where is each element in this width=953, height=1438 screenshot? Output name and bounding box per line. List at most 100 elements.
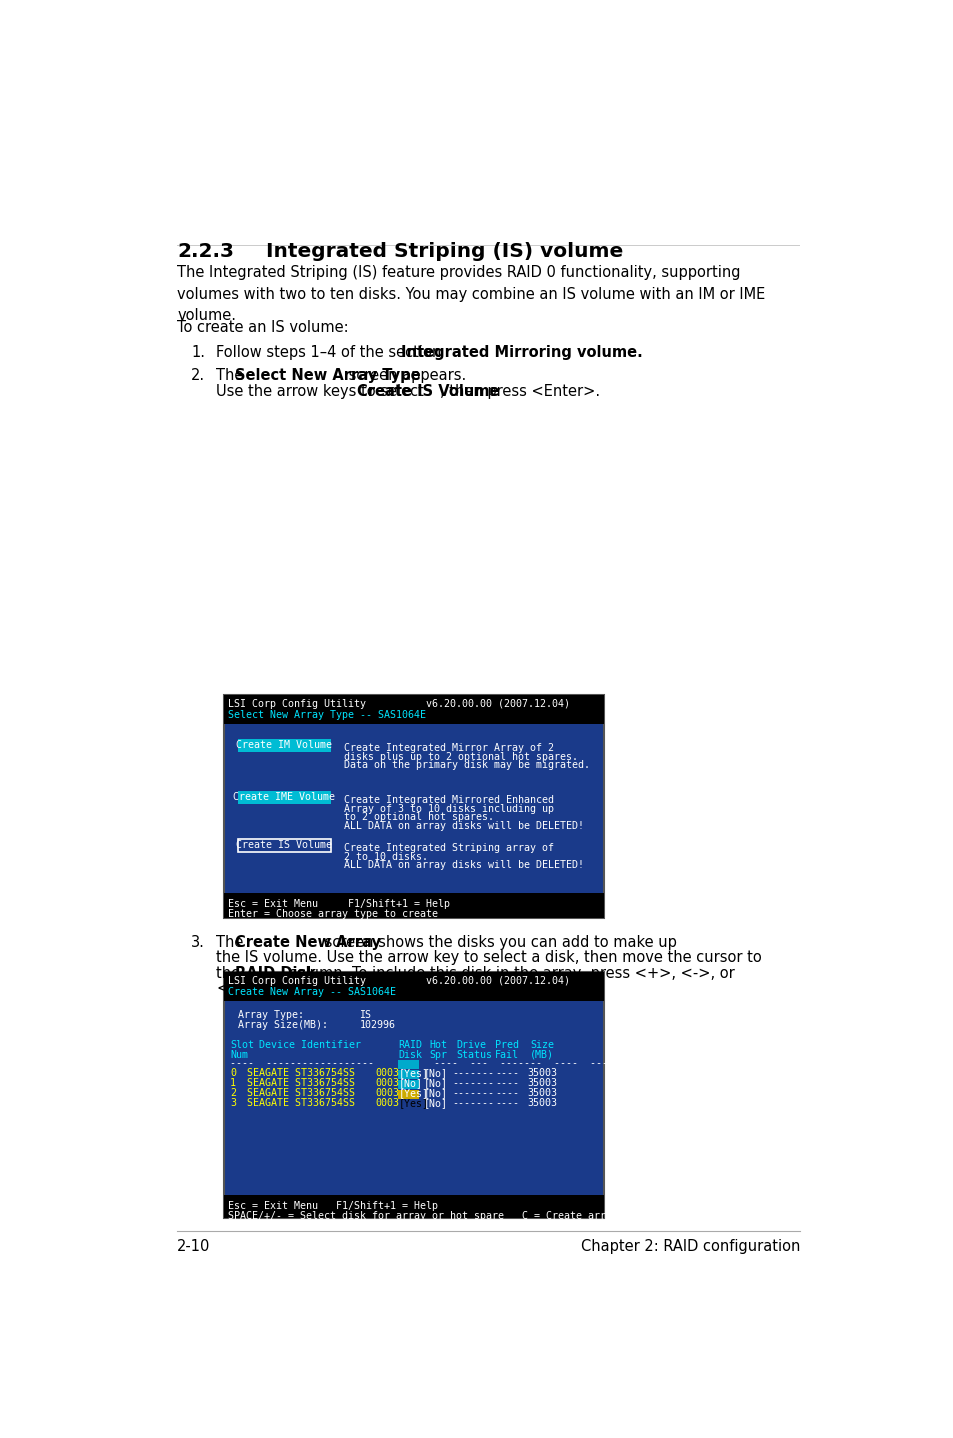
Text: SEAGATE ST336754SS: SEAGATE ST336754SS xyxy=(247,1089,355,1099)
Text: ----: ---- xyxy=(495,1099,518,1109)
Bar xyxy=(237,739,331,752)
Text: to 2 optional hot spares.: to 2 optional hot spares. xyxy=(344,812,494,823)
Text: 0003: 0003 xyxy=(375,1099,398,1109)
Text: [No]: [No] xyxy=(423,1089,447,1099)
Text: ----: ---- xyxy=(495,1089,518,1099)
Text: 3.: 3. xyxy=(192,935,205,951)
Text: LSI Corp Config Utility          v6.20.00.00 (2007.12.04): LSI Corp Config Utility v6.20.00.00 (200… xyxy=(228,699,569,709)
Text: 2 to 10 disks.: 2 to 10 disks. xyxy=(344,851,428,861)
Text: SEAGATE ST336754SS: SEAGATE ST336754SS xyxy=(247,1078,355,1089)
Text: Create IME Volume: Create IME Volume xyxy=(233,792,335,802)
Text: 35003: 35003 xyxy=(527,1099,557,1109)
Text: [Yes]: [Yes] xyxy=(398,1099,429,1109)
Text: the: the xyxy=(216,966,245,981)
Text: 2.: 2. xyxy=(192,368,205,383)
Text: ----: ---- xyxy=(495,1078,518,1089)
Text: Status: Status xyxy=(456,1050,492,1060)
Text: 35003: 35003 xyxy=(527,1068,557,1078)
Text: column. To include this disk in the array, press <+>, <->, or: column. To include this disk in the arra… xyxy=(283,966,734,981)
Text: SEAGATE ST336754SS: SEAGATE ST336754SS xyxy=(247,1099,355,1109)
Bar xyxy=(397,1090,418,1099)
Text: Esc = Exit Menu     F1/Shift+1 = Help: Esc = Exit Menu F1/Shift+1 = Help xyxy=(228,899,449,909)
Text: (MB): (MB) xyxy=(530,1050,554,1060)
Text: ----: ---- xyxy=(495,1068,518,1078)
Text: Select New Array Type -- SAS1064E: Select New Array Type -- SAS1064E xyxy=(228,710,425,720)
Text: Integrated Mirroring volume.: Integrated Mirroring volume. xyxy=(400,345,641,360)
Text: screen appears.: screen appears. xyxy=(344,368,466,383)
Text: Fail: Fail xyxy=(495,1050,518,1060)
Text: [No]: [No] xyxy=(423,1099,447,1109)
Text: Array of 3 to 10 disks including up: Array of 3 to 10 disks including up xyxy=(344,804,554,814)
Text: 1.: 1. xyxy=(192,345,205,360)
Text: SPACE/+/- = Select disk for array or hot spare   C = Create array: SPACE/+/- = Select disk for array or hot… xyxy=(228,1211,618,1221)
Text: Size: Size xyxy=(530,1040,554,1050)
Bar xyxy=(397,1070,418,1078)
Bar xyxy=(237,791,331,804)
Text: Create IM Volume: Create IM Volume xyxy=(236,739,332,749)
Text: Select New Array Type: Select New Array Type xyxy=(235,368,420,383)
Text: ALL DATA on array disks will be DELETED!: ALL DATA on array disks will be DELETED! xyxy=(344,860,583,870)
Bar xyxy=(224,893,603,917)
Text: , then press <Enter>.: , then press <Enter>. xyxy=(439,384,599,398)
Text: Hot: Hot xyxy=(429,1040,447,1050)
Text: ALL DATA on array disks will be DELETED!: ALL DATA on array disks will be DELETED! xyxy=(344,821,583,831)
Text: 35003: 35003 xyxy=(527,1089,557,1099)
Text: Create IS Volume: Create IS Volume xyxy=(356,384,499,398)
Text: -------: ------- xyxy=(452,1099,494,1109)
Text: [No]: [No] xyxy=(423,1078,447,1089)
Text: 35003: 35003 xyxy=(527,1078,557,1089)
Text: SEAGATE ST336754SS: SEAGATE ST336754SS xyxy=(247,1068,355,1078)
Text: -------: ------- xyxy=(452,1078,494,1089)
Bar xyxy=(237,838,331,851)
Text: RAID Disk: RAID Disk xyxy=(235,966,316,981)
Text: Device Identifier: Device Identifier xyxy=(258,1040,360,1050)
Bar xyxy=(397,1060,418,1068)
Text: the IS volume. Use the arrow key to select a disk, then move the cursor to: the IS volume. Use the arrow key to sele… xyxy=(216,951,761,965)
Bar xyxy=(224,695,603,917)
Text: Follow steps 1–4 of the section: Follow steps 1–4 of the section xyxy=(216,345,446,360)
Text: [No]: [No] xyxy=(398,1078,422,1089)
Text: [Yes]: [Yes] xyxy=(398,1068,429,1078)
Text: 2.2.3: 2.2.3 xyxy=(177,242,234,260)
Text: Create New Array -- SAS1064E: Create New Array -- SAS1064E xyxy=(228,988,395,997)
Text: 0003: 0003 xyxy=(375,1089,398,1099)
Bar xyxy=(224,972,603,1001)
Text: Chapter 2: RAID configuration: Chapter 2: RAID configuration xyxy=(580,1240,800,1254)
Text: [No]: [No] xyxy=(423,1068,447,1078)
Text: IS: IS xyxy=(359,1011,371,1021)
Text: 0003: 0003 xyxy=(375,1078,398,1089)
Text: 102996: 102996 xyxy=(359,1021,395,1031)
Text: The: The xyxy=(216,935,248,951)
Text: Array Type:: Array Type: xyxy=(237,1011,303,1021)
Text: Pred: Pred xyxy=(495,1040,518,1050)
Text: Spr: Spr xyxy=(429,1050,447,1060)
Text: Create IS Volume: Create IS Volume xyxy=(236,840,332,850)
Bar xyxy=(224,695,603,723)
Text: -------: ------- xyxy=(452,1068,494,1078)
Text: The: The xyxy=(216,368,248,383)
Text: LSI Corp Config Utility          v6.20.00.00 (2007.12.04): LSI Corp Config Utility v6.20.00.00 (200… xyxy=(228,976,569,986)
Text: Use the arrow keys to select: Use the arrow keys to select xyxy=(216,384,428,398)
Text: 2-10: 2-10 xyxy=(177,1240,211,1254)
Text: Num: Num xyxy=(230,1050,248,1060)
Text: Array Size(MB):: Array Size(MB): xyxy=(237,1021,328,1031)
Text: Create Integrated Mirror Array of 2: Create Integrated Mirror Array of 2 xyxy=(344,743,554,754)
Text: [Yes]: [Yes] xyxy=(398,1089,429,1099)
Text: Disk: Disk xyxy=(397,1050,422,1060)
Text: Data on the primary disk may be migrated.: Data on the primary disk may be migrated… xyxy=(344,761,589,771)
Text: 1: 1 xyxy=(230,1078,235,1089)
Text: To create an IS volume:: To create an IS volume: xyxy=(177,321,349,335)
Bar xyxy=(224,972,603,1218)
Text: Create Integrated Mirrored Enhanced: Create Integrated Mirrored Enhanced xyxy=(344,795,554,805)
Bar xyxy=(397,1080,418,1089)
Text: RAID: RAID xyxy=(397,1040,422,1050)
Text: Drive: Drive xyxy=(456,1040,486,1050)
Text: Integrated Striping (IS) volume: Integrated Striping (IS) volume xyxy=(266,242,623,260)
Text: Esc = Exit Menu   F1/Shift+1 = Help: Esc = Exit Menu F1/Shift+1 = Help xyxy=(228,1201,437,1211)
Text: screen shows the disks you can add to make up: screen shows the disks you can add to ma… xyxy=(319,935,676,951)
Bar xyxy=(224,1195,603,1218)
Text: disks plus up to 2 optional hot spares.: disks plus up to 2 optional hot spares. xyxy=(344,752,578,762)
Text: -------: ------- xyxy=(452,1089,494,1099)
Text: Enter = Choose array type to create: Enter = Choose array type to create xyxy=(228,909,437,919)
Text: Create Integrated Striping array of: Create Integrated Striping array of xyxy=(344,843,554,853)
